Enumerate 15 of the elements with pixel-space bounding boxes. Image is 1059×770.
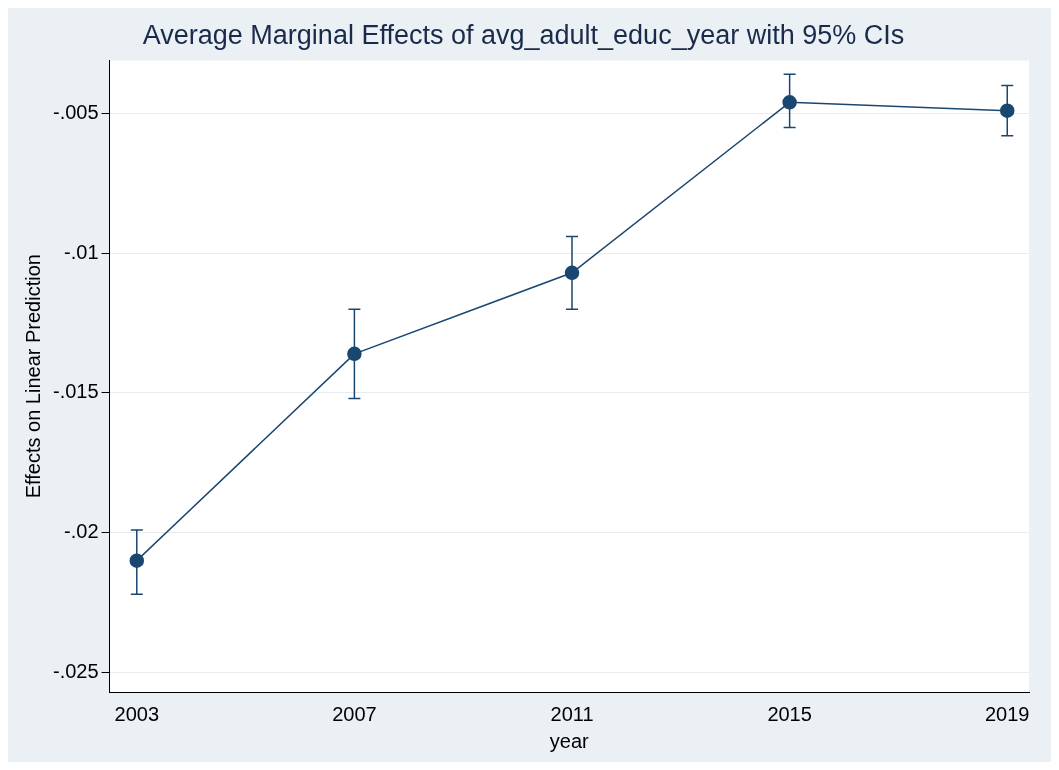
chart-title: Average Marginal Effects of avg_adult_educ_year with 95% CIs xyxy=(142,19,905,50)
y-tick-label: -.01 xyxy=(64,240,99,263)
y-axis-title: Effects on Linear Prediction xyxy=(21,254,44,499)
point xyxy=(782,95,797,110)
y-tick-label: -.02 xyxy=(64,520,99,543)
x-tick-label: 2003 xyxy=(114,702,160,725)
point xyxy=(347,346,362,362)
y-tick-label: -.025 xyxy=(52,659,99,682)
x-tick-label: 2015 xyxy=(767,702,812,725)
y-tick-label: -.005 xyxy=(52,101,99,124)
x-tick-label: 2011 xyxy=(550,702,594,725)
y-tick-label: -.015 xyxy=(52,380,99,403)
x-axis-title: year xyxy=(549,729,590,752)
x-tick-label: 2007 xyxy=(332,702,377,725)
x-tick-label: 2019 xyxy=(984,702,1030,725)
